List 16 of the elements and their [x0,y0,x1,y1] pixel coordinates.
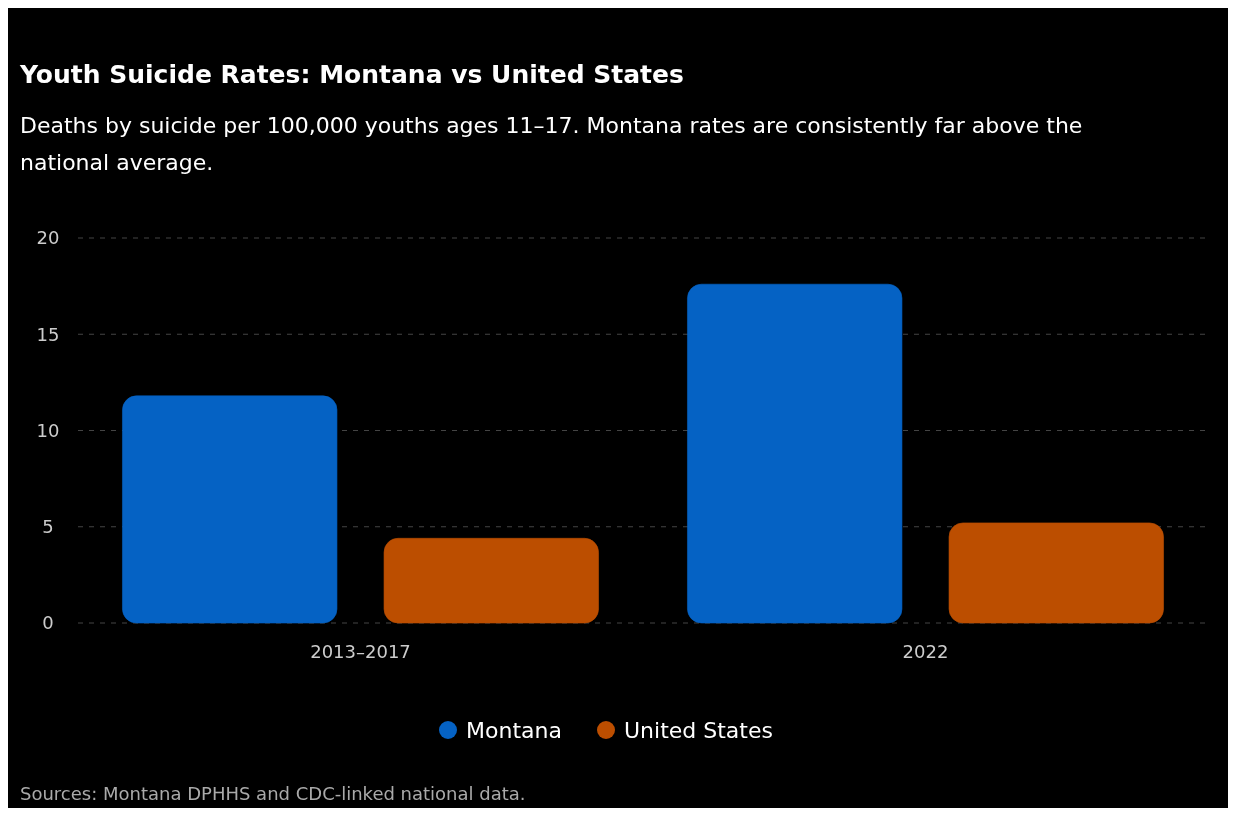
chart-title: Youth Suicide Rates: Montana vs United States [19,60,684,89]
bar [383,537,600,624]
source-note: Sources: Montana DPHHS and CDC-linked national data. [20,783,526,804]
legend-label: Montana [466,717,562,743]
bar [121,395,338,624]
y-tick-label: 0 [42,612,54,634]
y-tick-label: 20 [36,227,60,249]
y-tick-label: 10 [36,419,60,441]
y-tick-label: 5 [42,516,54,538]
bar [948,522,1165,624]
x-tick-label: 2013–2017 [310,641,411,662]
x-tick-label: 2022 [902,641,949,662]
legend-label: United States [624,717,773,743]
y-tick-label: 15 [36,323,60,345]
bar [686,283,903,624]
chart-subtitle: Deaths by suicide per 100,000 youths ages 11–17. Montana rates are consistently far above the national average. [20,113,1083,175]
